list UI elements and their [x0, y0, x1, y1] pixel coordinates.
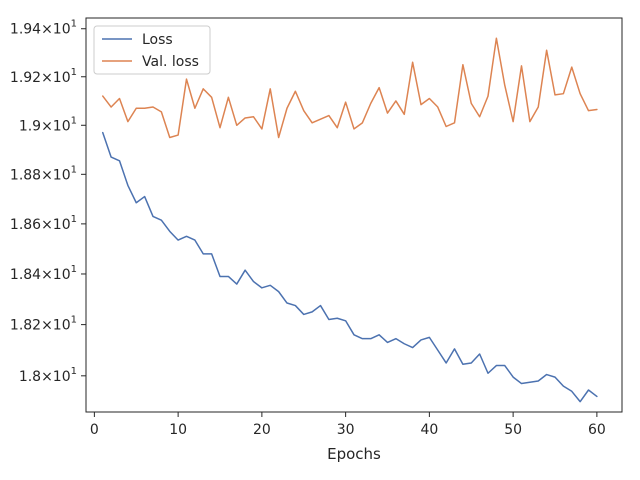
plot-area — [85, 17, 623, 413]
series-line-val-loss — [102, 37, 598, 139]
y-tick-label: 1.8×101 — [19, 366, 77, 385]
x-tick-label: 0 — [90, 422, 99, 438]
y-tick-label: 1.9×101 — [19, 115, 77, 134]
y-tick-label: 1.88×101 — [10, 164, 77, 183]
series-layer — [102, 37, 598, 403]
y-tick-label: 1.92×101 — [10, 67, 77, 86]
y-axis: 1.8×101 1.82×101 1.84×101 1.86×101 1.88×101 1… — [10, 19, 86, 385]
x-axis-label: Epochs — [327, 445, 381, 463]
y-tick-label: 1.94×101 — [10, 19, 77, 38]
y-tick-label: 1.86×101 — [10, 214, 77, 233]
y-tick-label: 1.82×101 — [10, 315, 77, 334]
series-line-loss — [102, 131, 598, 403]
x-tick-label: 60 — [588, 422, 606, 438]
x-tick-label: 20 — [253, 422, 271, 438]
x-tick-label: 30 — [337, 422, 355, 438]
legend: Loss Val. loss — [93, 25, 211, 75]
x-tick-label: 50 — [504, 422, 522, 438]
x-tick-label: 40 — [420, 422, 438, 438]
x-axis: 0 10 20 30 40 50 60 — [90, 412, 606, 438]
y-tick-label: 1.84×101 — [10, 264, 77, 283]
legend-label-loss: Loss — [142, 32, 173, 48]
legend-label-val-loss: Val. loss — [142, 54, 199, 70]
legend-box — [93, 25, 211, 75]
axes-frame — [85, 17, 623, 413]
x-tick-label: 10 — [169, 422, 187, 438]
